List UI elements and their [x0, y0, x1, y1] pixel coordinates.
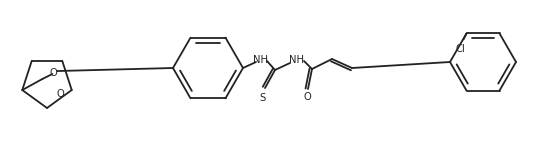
- Text: S: S: [259, 93, 265, 103]
- Text: O: O: [50, 68, 57, 78]
- Text: NH: NH: [252, 55, 267, 65]
- Text: O: O: [303, 92, 311, 102]
- Text: O: O: [57, 89, 64, 99]
- Text: NH: NH: [289, 55, 305, 65]
- Text: Cl: Cl: [456, 44, 466, 54]
